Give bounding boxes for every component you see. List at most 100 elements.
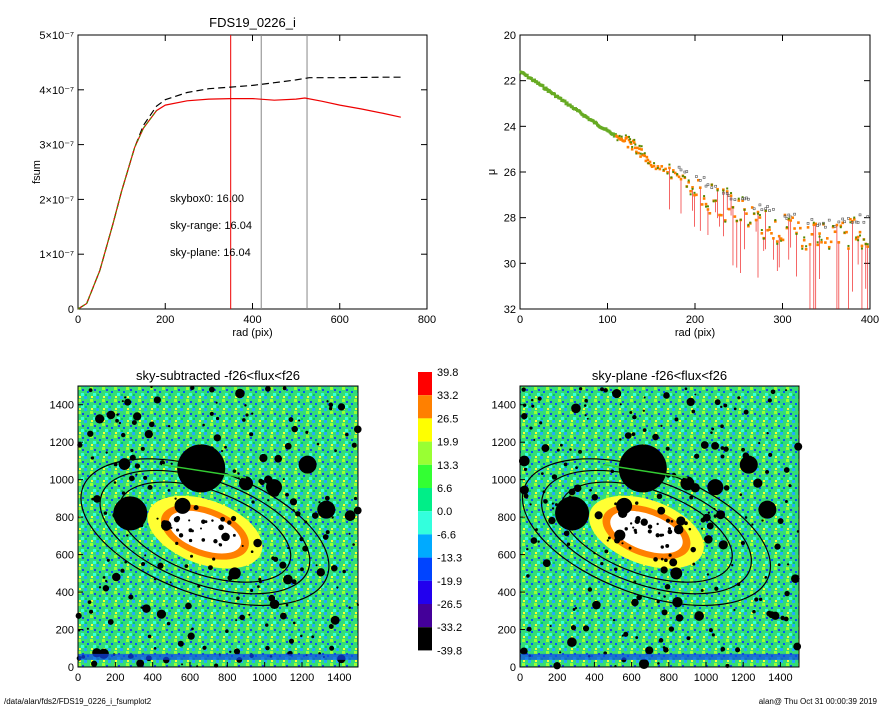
colorbar-swatch xyxy=(418,627,432,651)
plot2-point xyxy=(820,238,823,241)
map2-mask-spot xyxy=(786,563,790,566)
plot2-point xyxy=(683,176,686,179)
map2-bright-star xyxy=(616,497,633,514)
plot2-point xyxy=(722,191,725,195)
colorbar-swatch xyxy=(418,464,432,488)
map2-mask-spot xyxy=(720,446,725,450)
plot2-point xyxy=(559,96,563,100)
map2-galaxy-core xyxy=(610,510,683,554)
plot2-xlabel: rad (pix) xyxy=(675,327,715,339)
map1-isophote-ellipse xyxy=(99,469,311,595)
plot2-point xyxy=(810,218,814,221)
map1-mask-spot xyxy=(342,569,346,574)
map2-mask-spot xyxy=(542,490,546,494)
map1-mask-spot xyxy=(166,621,171,626)
map1-mask-spot xyxy=(331,564,338,572)
plot2-point xyxy=(839,226,842,229)
map1-mask-spot xyxy=(106,558,110,562)
map2-streak xyxy=(603,463,688,479)
colorbar-label: 6.6 xyxy=(437,483,452,495)
plot2-point xyxy=(722,189,725,192)
map2-mask-spot xyxy=(704,535,713,544)
map2-mask-spot xyxy=(529,426,533,430)
plot2-point xyxy=(525,73,529,77)
plot2-point xyxy=(750,206,754,209)
map2-mask-spot xyxy=(686,636,691,641)
map1-mask-spot xyxy=(129,454,136,461)
plot2-point xyxy=(702,176,706,179)
plot2-point xyxy=(631,145,634,148)
plot2-point xyxy=(685,185,688,188)
map2-mask-spot xyxy=(526,574,530,578)
plot2-point xyxy=(725,192,729,195)
map1-mask-spot xyxy=(249,432,254,437)
colorbar-label: -33.2 xyxy=(437,622,462,634)
plot2-point xyxy=(716,189,719,192)
map1-mask-spot xyxy=(265,623,269,627)
map2-mask-spot xyxy=(657,662,660,665)
map1-mask-spot xyxy=(209,411,214,416)
map2-mask-spot xyxy=(569,448,572,451)
plot1-xtick-label: 200 xyxy=(156,314,174,326)
map2-core-mask xyxy=(659,533,663,537)
plot2-point xyxy=(666,171,669,174)
colorbar-label: 26.5 xyxy=(437,413,458,425)
map2-mask-spot xyxy=(794,442,803,451)
map2-mask-spot xyxy=(744,516,748,519)
plot2-point xyxy=(620,137,623,141)
plot2-point xyxy=(627,138,631,142)
plot2-point xyxy=(747,224,750,228)
plot2-point xyxy=(649,163,653,167)
map1-mask-spot xyxy=(185,602,192,610)
map1-mask-spot xyxy=(134,463,141,469)
map1-mask-spot xyxy=(221,532,230,542)
map2-mask-spot xyxy=(540,472,544,476)
plot2-point xyxy=(760,232,764,235)
map1-mask-spot xyxy=(300,634,303,638)
map2-title: sky-plane -f26<flux<f26 xyxy=(592,368,727,383)
map2-xtick-label: 1400 xyxy=(768,672,792,684)
map2-mask-spot xyxy=(753,478,763,488)
map1-mask-spot xyxy=(302,545,309,552)
plot2-point xyxy=(804,247,808,251)
plot2-point xyxy=(691,186,694,189)
map2-mask-spot xyxy=(766,431,769,435)
map1-ytick-label: 1200 xyxy=(50,437,74,449)
map1-mask-spot xyxy=(239,614,245,621)
map1-title: sky-subtracted -f26<flux<f26 xyxy=(136,368,300,383)
plot2-point xyxy=(660,165,664,168)
map2-mask-spot xyxy=(735,647,741,653)
map1-mask-spot xyxy=(124,560,128,564)
map1-mask-spot xyxy=(235,388,245,399)
map1-mask-spot xyxy=(143,475,148,480)
map1-mask-spot xyxy=(175,541,179,546)
plot2-point xyxy=(710,186,714,189)
plot1-annotation: skybox0: 16.00 xyxy=(170,193,244,205)
map2-mask-spot xyxy=(710,431,713,434)
map2-mask-spot xyxy=(733,407,737,411)
map2-mask-spot xyxy=(664,583,671,590)
map2-mask-spot xyxy=(634,501,639,505)
map1-mask-spot xyxy=(87,600,92,604)
map1-mask-spot xyxy=(245,413,249,417)
map2-mask-spot xyxy=(584,414,587,417)
map2-bright-star xyxy=(758,500,777,519)
map2-mask-spot xyxy=(568,488,576,496)
map1-mask-spot xyxy=(106,410,116,420)
plot2-point xyxy=(676,173,679,176)
map2-mask-spot xyxy=(551,474,558,480)
plot1-xlabel: rad (pix) xyxy=(232,327,272,339)
map2-mask-spot xyxy=(548,516,556,525)
map2-mask-spot xyxy=(534,528,538,532)
map1-mask-spot xyxy=(157,562,164,569)
plot2-point xyxy=(810,233,814,236)
map1-mask-spot xyxy=(177,640,184,647)
plot2-point xyxy=(851,221,854,224)
colorbar-swatch xyxy=(418,557,432,581)
map1-mask-spot xyxy=(287,546,290,550)
plot2-point xyxy=(643,152,646,155)
map2-mask-spot xyxy=(714,399,721,406)
map1-bright-star xyxy=(174,497,191,514)
plot2-point xyxy=(855,236,858,239)
plot2-point xyxy=(768,228,771,231)
